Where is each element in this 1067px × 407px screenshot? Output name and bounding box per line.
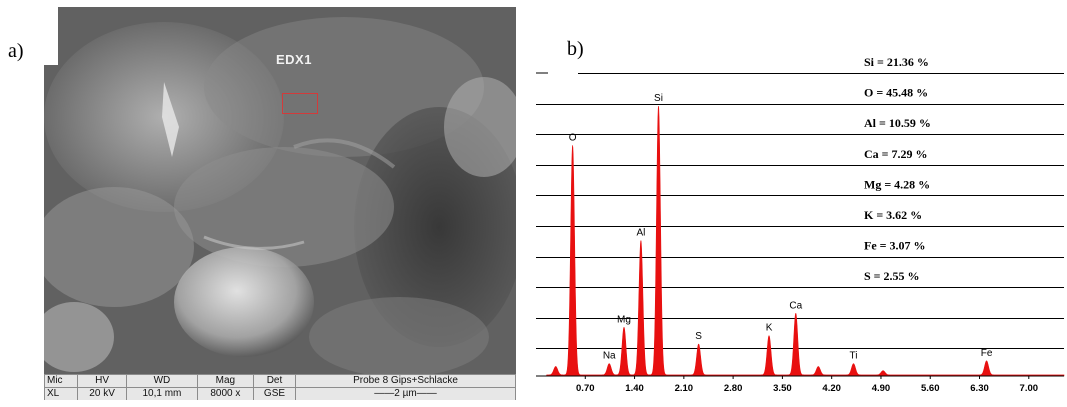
info-header-det: Det <box>252 374 297 388</box>
sem-texture <box>44 7 516 374</box>
peak-label: K <box>766 323 773 334</box>
composition-label: Si = 21.36 % <box>864 55 929 69</box>
peak-label: Na <box>603 351 616 362</box>
info-value-mic: XL <box>44 387 79 400</box>
spectrum-area <box>536 106 1065 377</box>
edx-region-label: EDX1 <box>276 52 312 67</box>
edx-spectrum-chart: Si = 21.36 % O = 45.48 % Al = 10.59 % Ca = … <box>536 55 1065 394</box>
composition-labels: Si = 21.36 % O = 45.48 % Al = 10.59 % Ca = … <box>864 55 931 283</box>
composition-label: S = 2.55 % <box>864 269 920 283</box>
composition-label: Ca = 7.29 % <box>864 147 928 161</box>
x-tick-label: 2.80 <box>724 383 743 394</box>
peak-label: Fe <box>981 348 993 359</box>
peak-labels: O Na Mg Al Si S K Ca Ti Fe <box>569 93 993 362</box>
x-tick-label: 4.90 <box>872 383 891 394</box>
peak-label: Ti <box>850 351 858 362</box>
composition-label: Al = 10.59 % <box>864 116 931 130</box>
sem-micrograph: EDX1 Mic HV WD Mag Det Probe 8 Gips+Schl… <box>44 7 516 400</box>
panel-a-label: a) <box>8 40 24 62</box>
sem-corner-mask <box>44 7 58 65</box>
peak-label: Ca <box>789 300 802 311</box>
x-tick-label: 2.10 <box>675 383 694 394</box>
peak-label: Si <box>654 93 663 104</box>
x-tick-label: 0.70 <box>576 383 595 394</box>
info-value-wd: 10,1 mm <box>126 387 198 400</box>
info-value-det: GSE <box>252 387 297 400</box>
peak-label: Al <box>636 227 645 238</box>
x-tick-label: 3.50 <box>773 383 792 394</box>
peak-label: O <box>569 132 577 143</box>
composition-label: K = 3.62 % <box>864 208 922 222</box>
info-value-mag: 8000 x <box>196 387 254 400</box>
peak-label: Mg <box>617 314 631 325</box>
sem-info-bar: Mic HV WD Mag Det Probe 8 Gips+Schlacke … <box>44 374 516 400</box>
edx-region-box <box>282 93 318 114</box>
composition-label: Mg = 4.28 % <box>864 177 930 191</box>
panel-b-label: b) <box>567 38 584 60</box>
info-sample-name: Probe 8 Gips+Schlacke <box>295 374 516 388</box>
composition-label: Fe = 3.07 % <box>864 239 926 253</box>
x-axis-ticks: 0.70 1.40 2.10 2.80 3.50 4.20 4.90 5.60 6.30 7.00 <box>576 376 1038 394</box>
x-tick-label: 4.20 <box>822 383 841 394</box>
info-header-mic: Mic <box>44 374 79 388</box>
info-header-hv: HV <box>77 374 128 388</box>
info-value-hv: 20 kV <box>77 387 128 400</box>
peak-label: S <box>695 331 702 342</box>
info-scalebar: ——2 µm—— <box>295 387 516 400</box>
x-tick-label: 1.40 <box>625 383 644 394</box>
x-tick-label: 6.30 <box>970 383 989 394</box>
composition-label: O = 45.48 % <box>864 86 928 100</box>
x-tick-label: 7.00 <box>1020 383 1039 394</box>
info-header-mag: Mag <box>196 374 254 388</box>
x-tick-label: 5.60 <box>921 383 940 394</box>
reference-lines <box>536 73 1064 349</box>
info-header-wd: WD <box>126 374 198 388</box>
